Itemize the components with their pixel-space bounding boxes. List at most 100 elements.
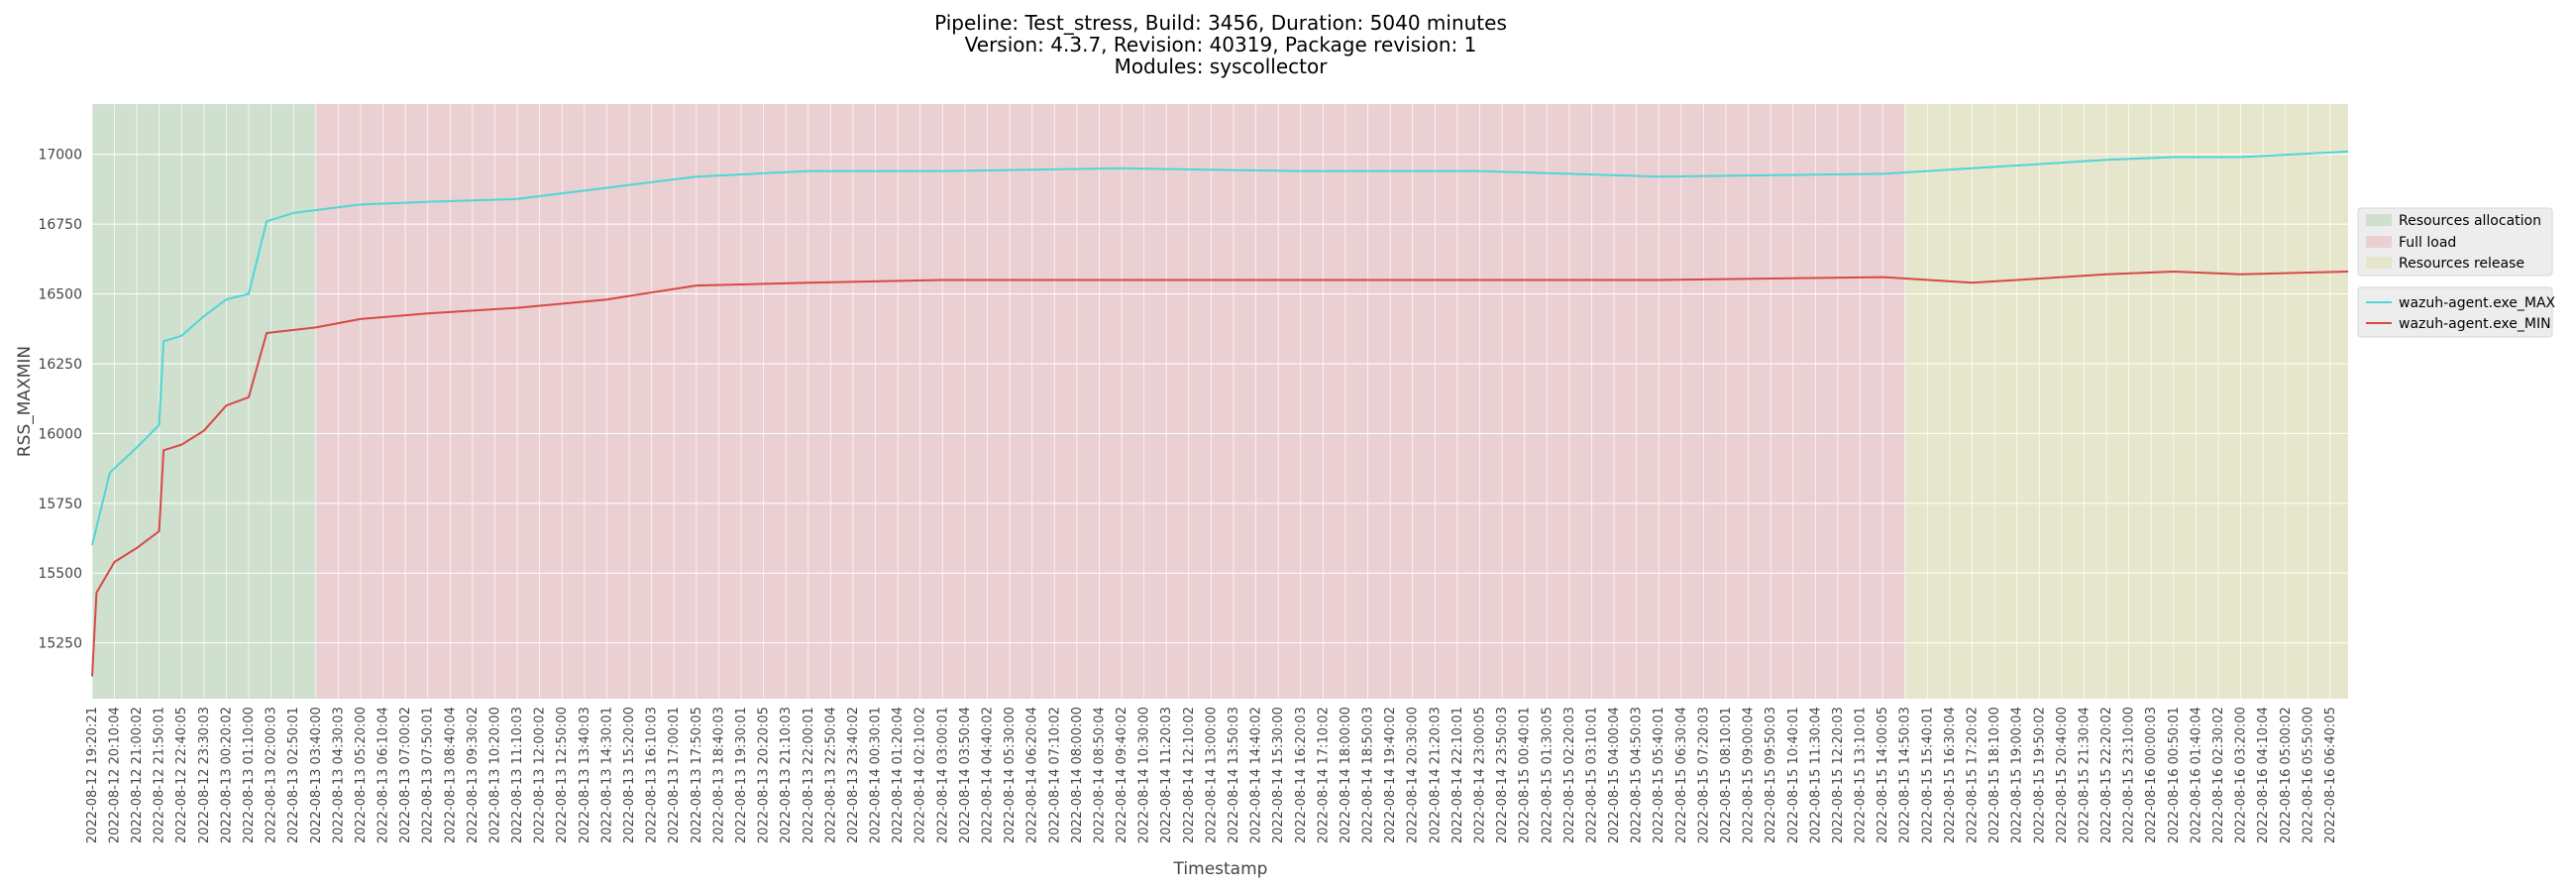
x-tick-label-35: 2022-08-14 00:30:01: [869, 707, 884, 843]
x-tick-label-90: 2022-08-15 22:20:02: [2099, 707, 2114, 843]
x-tick-label-30: 2022-08-13 20:20:05: [757, 707, 772, 843]
x-tick-label-77: 2022-08-15 11:30:04: [1808, 707, 1823, 843]
legend-swatch-full-load: [2366, 236, 2392, 248]
x-tick-label-39: 2022-08-14 03:50:04: [958, 707, 973, 843]
x-tick-label-28: 2022-08-13 18:40:03: [711, 707, 726, 843]
x-tick-label-69: 2022-08-15 04:50:03: [1630, 707, 1645, 843]
y-tick-label-16500: 16500: [38, 287, 82, 303]
legend-phases: Resources allocation Full load Resources…: [2357, 207, 2553, 277]
x-tick-label-53: 2022-08-14 15:30:00: [1271, 707, 1286, 843]
series-lines: [91, 150, 2349, 677]
x-tick-label-22: 2022-08-13 13:40:03: [578, 707, 592, 843]
grid-lines: [91, 104, 2348, 699]
x-tick-label-38: 2022-08-14 03:00:01: [935, 707, 950, 843]
x-tick-label-9: 2022-08-13 02:50:01: [286, 707, 301, 843]
chart-title-line-3: Modules: syscollector: [1115, 55, 1329, 78]
x-tick-label-16: 2022-08-13 08:40:04: [443, 707, 458, 843]
x-tick-label-24: 2022-08-13 15:20:00: [622, 707, 637, 843]
x-tick-label-8: 2022-08-13 02:00:03: [265, 707, 279, 843]
legend-series-box: [2357, 286, 2553, 338]
x-tick-label-20: 2022-08-13 12:00:02: [533, 707, 548, 843]
x-tick-label-32: 2022-08-13 22:00:01: [802, 707, 816, 843]
x-tick-label-7: 2022-08-13 01:10:00: [242, 707, 257, 843]
x-tick-label-99: 2022-08-16 05:50:00: [2301, 707, 2315, 843]
x-tick-label-13: 2022-08-13 06:10:04: [376, 707, 391, 843]
x-tick-label-78: 2022-08-15 12:20:03: [1831, 707, 1846, 843]
x-tick-label-98: 2022-08-16 05:00:02: [2279, 707, 2294, 843]
x-tick-label-60: 2022-08-14 21:20:03: [1428, 707, 1443, 843]
x-tick-label-58: 2022-08-14 19:40:02: [1383, 707, 1398, 843]
x-tick-label-64: 2022-08-15 00:40:01: [1518, 707, 1533, 843]
x-tick-label-59: 2022-08-14 20:30:00: [1406, 707, 1421, 843]
legend-swatch-resources-allocation: [2366, 214, 2392, 226]
x-tick-label-26: 2022-08-13 17:00:01: [667, 707, 682, 843]
x-tick-label-36: 2022-08-14 01:20:04: [891, 707, 906, 843]
x-tick-label-62: 2022-08-14 23:00:05: [1473, 707, 1488, 843]
x-tick-label-81: 2022-08-15 14:50:03: [1898, 707, 1913, 843]
x-tick-label-75: 2022-08-15 09:50:03: [1764, 707, 1778, 843]
x-tick-label-3: 2022-08-12 21:50:01: [153, 707, 167, 843]
x-tick-label-68: 2022-08-15 04:00:04: [1607, 707, 1622, 843]
x-tick-label-21: 2022-08-13 12:50:00: [555, 707, 570, 843]
x-axis-label: Timestamp: [1173, 859, 1268, 879]
x-tick-label-6: 2022-08-13 00:20:02: [219, 707, 234, 843]
x-tick-label-27: 2022-08-13 17:50:05: [690, 707, 704, 843]
x-tick-label-94: 2022-08-16 01:40:04: [2189, 707, 2203, 843]
x-tick-label-54: 2022-08-14 16:20:03: [1294, 707, 1309, 843]
x-tick-label-96: 2022-08-16 03:20:00: [2234, 707, 2249, 843]
x-tick-label-95: 2022-08-16 02:30:02: [2211, 707, 2226, 843]
x-tick-label-50: 2022-08-14 13:00:00: [1204, 707, 1219, 843]
legend-swatch-resources-release: [2366, 257, 2392, 269]
x-tick-label-15: 2022-08-13 07:50:01: [421, 707, 436, 843]
x-tick-label-10: 2022-08-13 03:40:00: [309, 707, 324, 843]
x-tick-label-2: 2022-08-12 21:00:02: [130, 707, 145, 843]
x-tick-label-46: 2022-08-14 09:40:02: [1115, 707, 1129, 843]
x-tick-label-52: 2022-08-14 14:40:02: [1249, 707, 1264, 843]
x-tick-labels: 2022-08-12 19:20:21 2022-08-12 20:10:04 20…: [85, 707, 2338, 843]
x-tick-label-1: 2022-08-12 20:10:04: [108, 707, 123, 843]
y-axis-label: RSS_MAXMIN: [15, 346, 35, 457]
x-tick-label-86: 2022-08-15 19:00:04: [2010, 707, 2025, 843]
x-tick-label-57: 2022-08-14 18:50:03: [1361, 707, 1376, 843]
x-tick-label-45: 2022-08-14 08:50:04: [1093, 707, 1108, 843]
x-tick-label-89: 2022-08-15 21:30:04: [2078, 707, 2093, 843]
x-tick-label-17: 2022-08-13 09:30:02: [466, 707, 481, 843]
x-tick-label-84: 2022-08-15 17:20:02: [1966, 707, 1981, 843]
x-tick-label-55: 2022-08-14 17:10:02: [1316, 707, 1331, 843]
legend-label-max: wazuh-agent.exe_MAX: [2399, 295, 2556, 311]
x-tick-label-63: 2022-08-14 23:50:03: [1495, 707, 1510, 843]
x-tick-label-29: 2022-08-13 19:30:01: [734, 707, 749, 843]
x-tick-label-23: 2022-08-13 14:30:01: [599, 707, 614, 843]
x-tick-label-4: 2022-08-12 22:40:05: [174, 707, 189, 843]
x-tick-label-100: 2022-08-16 06:40:05: [2323, 707, 2338, 843]
y-tick-label-17000: 17000: [38, 148, 82, 164]
x-tick-label-14: 2022-08-13 07:00:02: [398, 707, 413, 843]
phase-band-resources-release: [1904, 104, 2348, 699]
y-tick-label-15500: 15500: [38, 566, 82, 582]
x-tick-label-67: 2022-08-15 03:10:01: [1584, 707, 1599, 843]
chart-title-line-1: Pipeline: Test_stress, Build: 3456, Dura…: [934, 11, 1507, 35]
x-tick-label-48: 2022-08-14 11:20:03: [1159, 707, 1174, 843]
y-tick-label-16000: 16000: [38, 426, 82, 442]
x-tick-label-79: 2022-08-15 13:10:01: [1854, 707, 1869, 843]
x-tick-label-73: 2022-08-15 08:10:01: [1719, 707, 1734, 843]
y-tick-label-16750: 16750: [38, 217, 82, 233]
x-tick-label-76: 2022-08-15 10:40:01: [1786, 707, 1801, 843]
x-tick-label-85: 2022-08-15 18:10:00: [1987, 707, 2002, 843]
x-tick-label-80: 2022-08-15 14:00:05: [1876, 707, 1890, 843]
x-tick-label-19: 2022-08-13 11:10:03: [510, 707, 525, 843]
x-tick-label-66: 2022-08-15 02:20:03: [1562, 707, 1577, 843]
x-tick-label-83: 2022-08-15 16:30:04: [1943, 707, 1958, 843]
x-tick-label-37: 2022-08-14 02:10:02: [913, 707, 928, 843]
y-tick-label-15750: 15750: [38, 497, 82, 512]
x-tick-label-74: 2022-08-15 09:00:04: [1742, 707, 1757, 843]
x-tick-label-33: 2022-08-13 22:50:04: [823, 707, 838, 843]
phase-band-full-load: [315, 104, 1905, 699]
phase-bands: [92, 104, 2348, 699]
y-tick-labels: 15250 15500 15750 16000 16250 16500 16750 17000: [38, 148, 82, 652]
legend-label-full-load: Full load: [2399, 235, 2456, 251]
legend-label-resources-allocation: Resources allocation: [2399, 213, 2541, 229]
legend-series: wazuh-agent.exe_MAX wazuh-agent.exe_MIN: [2357, 286, 2556, 338]
x-tick-label-11: 2022-08-13 04:30:03: [331, 707, 346, 843]
y-tick-label-16250: 16250: [38, 357, 82, 373]
